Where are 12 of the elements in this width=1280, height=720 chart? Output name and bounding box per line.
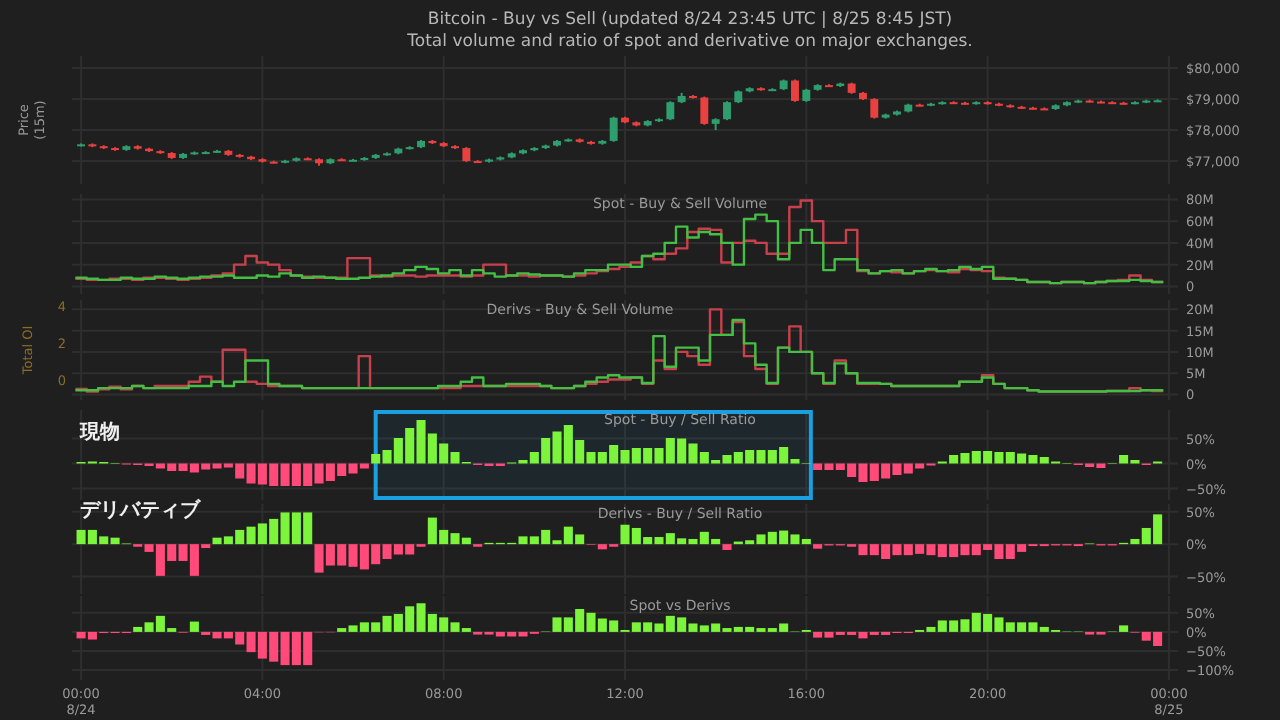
chart-title: Bitcoin - Buy vs Sell (updated 8/24 23:45 UTC | 8/25 8:45 JST) — [427, 10, 953, 30]
candlestick — [700, 95, 709, 126]
bar — [722, 544, 732, 550]
candlestick — [870, 97, 879, 120]
bar — [1119, 625, 1129, 632]
chart-subtitle: Total volume and ratio of spot and derivative on major exchanges. — [405, 32, 973, 52]
candlestick — [723, 100, 731, 122]
candlestick — [609, 115, 618, 143]
annotation: デリバティブ — [80, 498, 202, 522]
annotation: 現物 — [78, 420, 120, 444]
candlestick — [666, 100, 675, 122]
bar — [189, 621, 199, 632]
